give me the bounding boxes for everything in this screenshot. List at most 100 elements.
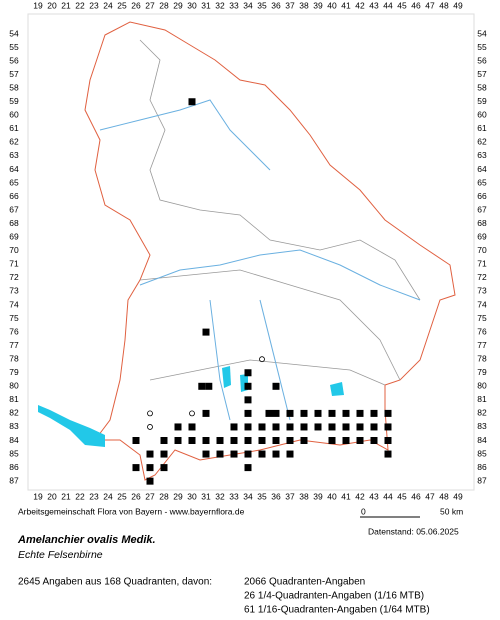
y-grid-label: 82 xyxy=(477,408,487,418)
y-grid-label: 84 xyxy=(9,435,19,445)
occurrence-square xyxy=(244,382,252,390)
x-grid-label: 33 xyxy=(229,491,239,501)
y-grid-label: 57 xyxy=(477,69,487,79)
scale-start: 0 xyxy=(361,506,366,516)
x-grid-label: 38 xyxy=(299,0,309,10)
x-grid-label: 22 xyxy=(75,0,85,10)
occurrence-square xyxy=(286,450,294,458)
y-grid-label: 80 xyxy=(477,381,487,391)
y-grid-label: 55 xyxy=(9,42,19,52)
district-lines xyxy=(149,359,386,386)
occurrence-square xyxy=(258,437,266,444)
occurrence-square xyxy=(356,437,364,444)
x-grid-label: 48 xyxy=(439,491,449,501)
occurrence-square xyxy=(188,98,196,106)
y-grid-label: 61 xyxy=(9,123,19,133)
x-grid-label: 46 xyxy=(411,0,421,10)
occurrence-square xyxy=(384,423,392,431)
y-grid-label: 60 xyxy=(9,110,19,120)
y-grid-label: 55 xyxy=(477,42,487,52)
x-grid-label: 30 xyxy=(187,0,197,10)
occurrence-square xyxy=(328,423,336,431)
y-grid-label: 86 xyxy=(9,462,19,472)
x-grid-label: 36 xyxy=(271,491,281,501)
y-grid-label: 70 xyxy=(477,245,487,255)
y-grid-label: 74 xyxy=(9,299,19,309)
occurrence-square xyxy=(216,437,224,444)
detail: 2066 Quadranten-Angaben xyxy=(244,577,365,588)
occurrence-square xyxy=(244,396,252,404)
y-grid-label: 54 xyxy=(9,28,19,38)
x-grid-label: 19 xyxy=(33,0,43,10)
occurrence-square xyxy=(230,437,238,444)
y-grid-label: 73 xyxy=(9,286,19,296)
x-grid-label: 25 xyxy=(117,491,127,501)
occurrence-square xyxy=(384,450,392,458)
x-grid-label: 39 xyxy=(313,491,323,501)
y-grid-label: 57 xyxy=(9,69,19,79)
x-grid-label: 28 xyxy=(159,491,169,501)
occurrence-circle xyxy=(259,356,265,363)
occurrence-square xyxy=(230,423,238,431)
bavaria-outline xyxy=(84,21,456,481)
x-grid-label: 21 xyxy=(61,491,71,501)
y-grid-label: 83 xyxy=(477,421,487,431)
y-grid-label: 83 xyxy=(9,421,19,431)
y-grid-label: 58 xyxy=(477,82,487,92)
x-grid-label: 45 xyxy=(397,0,407,10)
x-grid-label: 41 xyxy=(341,491,351,501)
occurrence-square xyxy=(230,450,238,458)
y-grid-label: 76 xyxy=(477,326,487,336)
occurrence-square xyxy=(216,450,224,458)
detail: 61 1/16-Quadranten-Angaben (1/64 MTB) xyxy=(244,605,430,616)
occurrence-square xyxy=(146,477,154,485)
occurrence-square xyxy=(132,464,140,472)
y-grid-label: 62 xyxy=(477,137,487,147)
x-grid-label: 49 xyxy=(453,0,463,10)
y-grid-label: 68 xyxy=(477,218,487,228)
subtitle: Echte Felsenbirne xyxy=(18,549,103,561)
y-grid-label: 77 xyxy=(9,340,19,350)
x-grid-label: 24 xyxy=(103,0,113,10)
x-grid-label: 20 xyxy=(47,491,57,501)
y-grid-label: 74 xyxy=(477,299,487,309)
x-grid-label: 44 xyxy=(383,0,393,10)
y-grid-label: 78 xyxy=(477,353,487,363)
x-grid-label: 31 xyxy=(201,491,211,501)
occurrence-circle xyxy=(189,410,195,417)
y-grid-label: 75 xyxy=(477,313,487,323)
y-grid-label: 66 xyxy=(9,191,19,201)
occurrence-square xyxy=(384,437,392,444)
occurrence-square xyxy=(342,423,350,431)
occurrence-square xyxy=(314,423,322,431)
y-grid-label: 71 xyxy=(9,259,19,269)
y-grid-label: 65 xyxy=(9,177,19,187)
y-grid-label: 76 xyxy=(9,326,19,336)
y-grid-label: 66 xyxy=(477,191,487,201)
occurrence-square xyxy=(356,423,364,431)
occurrence-square xyxy=(370,423,378,431)
y-grid-label: 54 xyxy=(477,28,487,38)
occurrence-square xyxy=(160,450,168,458)
occurrence-square xyxy=(244,409,252,417)
x-grid-label: 32 xyxy=(215,491,225,501)
x-grid-label: 41 xyxy=(341,0,351,10)
y-grid-label: 58 xyxy=(9,82,19,92)
occurrence-circle xyxy=(147,410,153,417)
x-grid-label: 37 xyxy=(285,491,295,501)
occurrence-square xyxy=(265,409,273,417)
occurrence-square xyxy=(244,464,252,472)
occurrence-square xyxy=(300,409,308,417)
x-grid-label: 44 xyxy=(383,491,393,501)
x-grid-label: 37 xyxy=(285,0,295,10)
occurrence-square xyxy=(202,437,210,444)
y-grid-label: 72 xyxy=(9,272,19,282)
occurrence-square xyxy=(328,437,336,444)
x-grid-label: 40 xyxy=(327,491,337,501)
x-grid-label: 48 xyxy=(439,0,449,10)
x-grid-label: 19 xyxy=(33,491,43,501)
occurrence-square xyxy=(160,437,168,444)
x-grid-label: 40 xyxy=(327,0,337,10)
occurrence-square xyxy=(174,437,182,444)
y-grid-label: 81 xyxy=(477,394,487,404)
